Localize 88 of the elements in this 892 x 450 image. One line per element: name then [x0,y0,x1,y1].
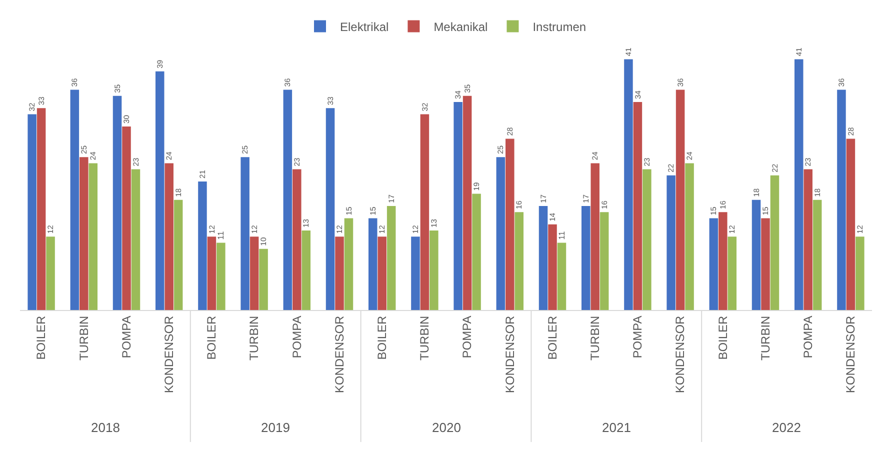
legend-label: Elektrikal [340,20,389,34]
bar [472,194,481,310]
bar [207,236,216,310]
bar [856,236,864,310]
bar [581,206,590,310]
x-tick-label: BOILER [204,315,219,360]
bar [420,114,430,310]
x-tick-label: BOILER [716,315,730,360]
bar [718,212,728,310]
x-tick-label: TURBIN [588,316,602,360]
bar [642,169,652,310]
bar [624,59,633,310]
x-tick-label: TURBIN [76,316,91,360]
x-tick-label: KONDENSOR [673,315,688,394]
bar [761,218,770,310]
bar [496,157,506,310]
text: 2022 [772,420,801,435]
legend-label: Mekanikal [434,20,488,34]
bar [454,102,462,310]
legend-label: Instrumen [532,20,586,34]
bar [685,163,694,310]
bar [633,102,642,310]
text: 2020 [432,420,461,435]
bar [174,200,183,310]
bar [514,212,524,310]
bar [88,163,98,310]
bar [804,169,812,310]
bar [198,182,207,310]
bar [462,96,472,310]
bar [164,163,174,310]
x-tick-label: KONDENSOR [162,315,176,394]
x-tick-label: POMPA [460,316,474,358]
x-tick-label: BOILER [375,315,389,360]
bar [378,236,386,310]
bar [122,126,131,310]
bar [386,206,396,310]
bar [131,169,140,310]
bar [538,206,548,310]
bar [250,236,259,310]
bar [28,114,36,310]
x-tick-label: POMPA [630,316,645,358]
x-tick-label: BOILER [34,315,48,360]
x-tick-label: BOILER [545,315,560,360]
bar [590,163,600,310]
x-tick-label: TURBIN [247,316,262,360]
bar [240,157,250,310]
bar [112,96,122,310]
bar [752,200,761,310]
text: 2021 [602,420,631,435]
text: 2019 [261,420,290,435]
bar [709,218,718,310]
bar [430,230,438,310]
bar [216,242,226,310]
x-tick-label: TURBIN [758,316,772,360]
x-tick-label: POMPA [119,316,134,358]
bar [557,242,566,310]
x-tick-label: KONDENSOR [502,315,517,394]
bar [728,236,737,310]
bar [368,218,378,310]
bar [36,108,46,310]
bar [770,175,780,310]
bar [326,108,335,310]
bar [666,175,676,310]
bar [283,90,292,310]
x-tick-label: KONDENSOR [332,315,346,394]
bar [70,90,80,310]
bar [46,236,55,310]
bar [411,236,420,310]
bar [292,169,302,310]
bar [600,212,609,310]
x-tick-label: KONDENSOR [844,315,858,394]
text: 2018 [91,420,120,435]
bar [812,200,822,310]
bar [676,90,685,310]
bar [794,59,804,310]
bar [846,138,856,310]
bar [335,236,344,310]
bar [259,248,268,310]
bar [548,224,557,310]
x-tick-label: POMPA [290,316,304,358]
bar [302,230,311,310]
bar [80,157,88,310]
bar [344,218,354,310]
bar [506,138,514,310]
bar [155,71,164,310]
bar [837,90,846,310]
x-tick-label: POMPA [801,316,815,358]
x-tick-label: TURBIN [418,316,432,360]
